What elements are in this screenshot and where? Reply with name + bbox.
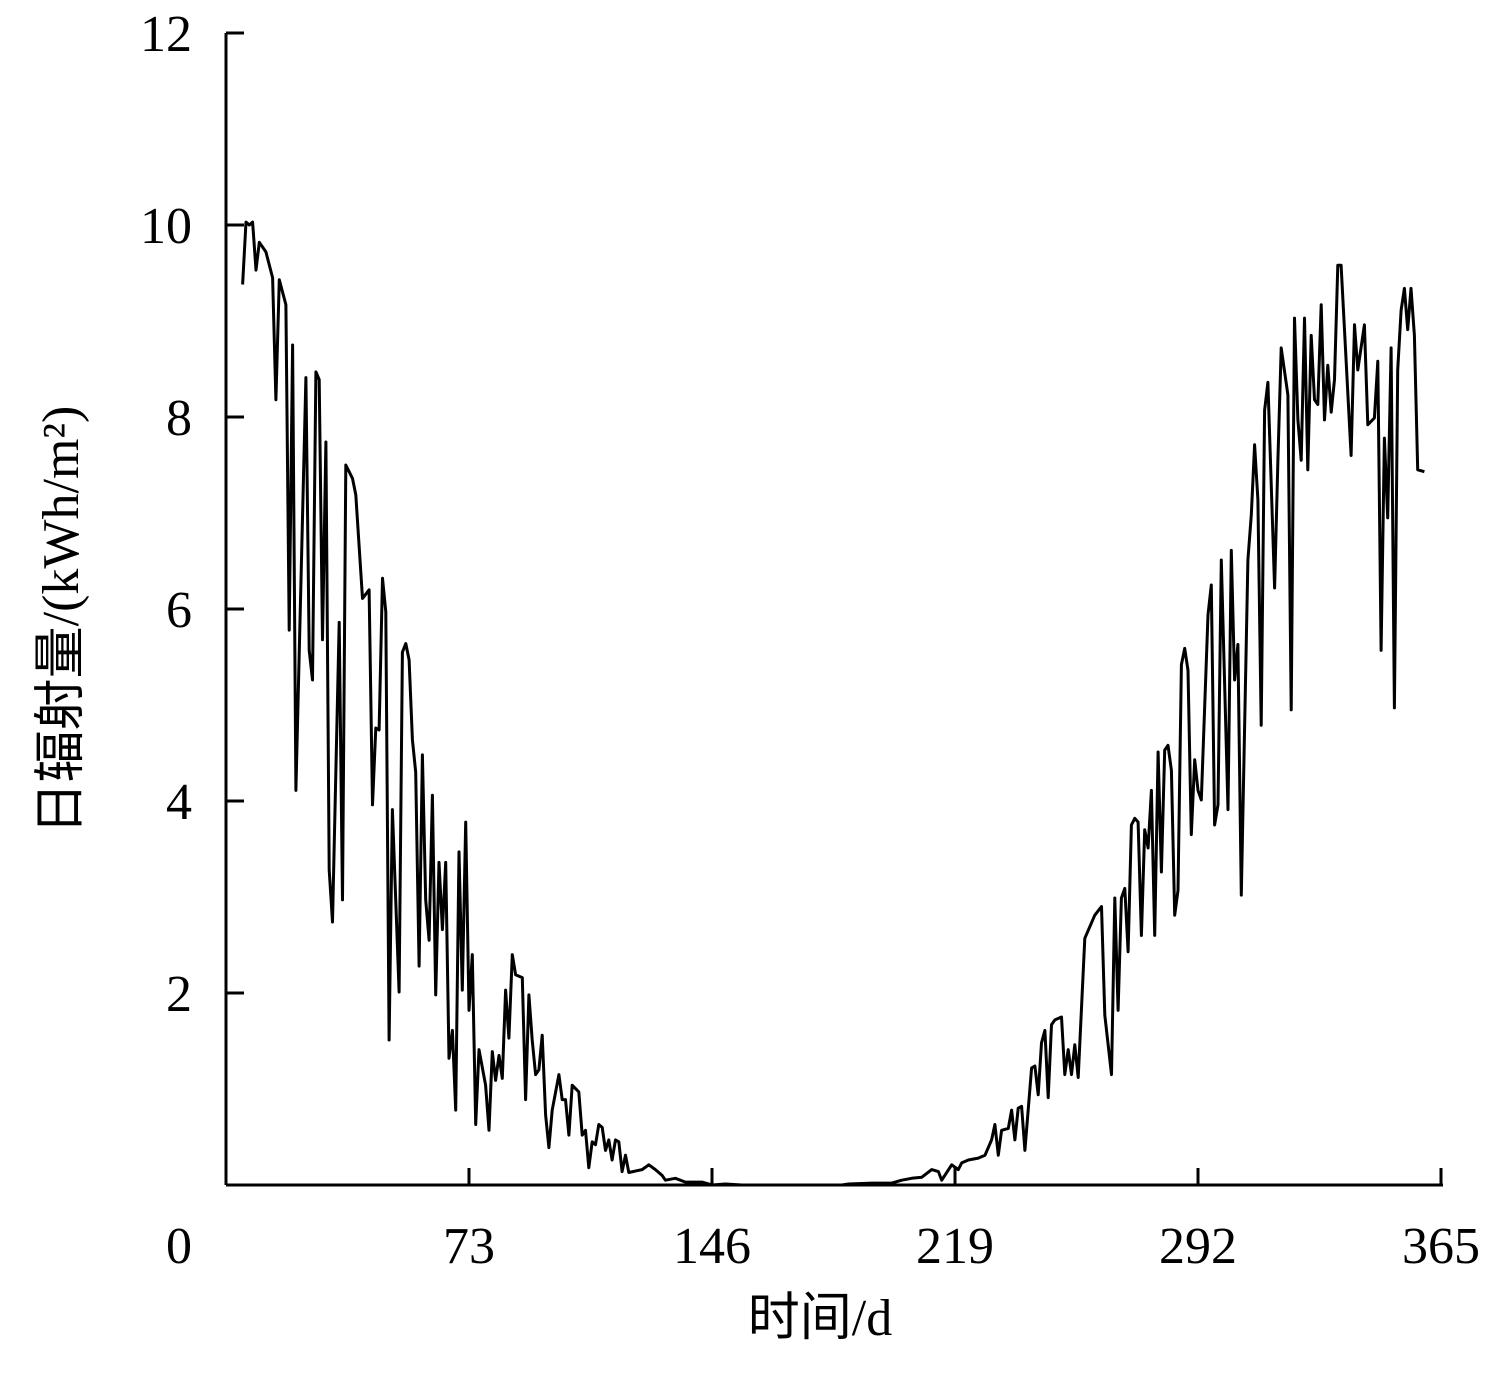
x-tick-label: 146 xyxy=(673,1218,751,1275)
y-tick-label: 2 xyxy=(166,966,192,1023)
y-tick-label: 12 xyxy=(140,6,192,63)
x-tick-label: 365 xyxy=(1402,1218,1480,1275)
x-axis-label: 时间/d xyxy=(748,1290,892,1347)
data-line xyxy=(241,220,1425,1187)
y-tick-label: 8 xyxy=(166,390,192,447)
y-tick-label: 6 xyxy=(166,582,192,639)
x-tick-label: 292 xyxy=(1159,1218,1237,1275)
x-tick-label: 73 xyxy=(443,1218,495,1275)
y-tick-label: 10 xyxy=(140,198,192,255)
y-tick-label: 4 xyxy=(166,774,192,831)
y-axis-label: 日辐射量/(kWh/m²) xyxy=(33,406,90,835)
x-tick-label: 219 xyxy=(916,1218,994,1275)
y-tick-label: 0 xyxy=(166,1218,192,1275)
